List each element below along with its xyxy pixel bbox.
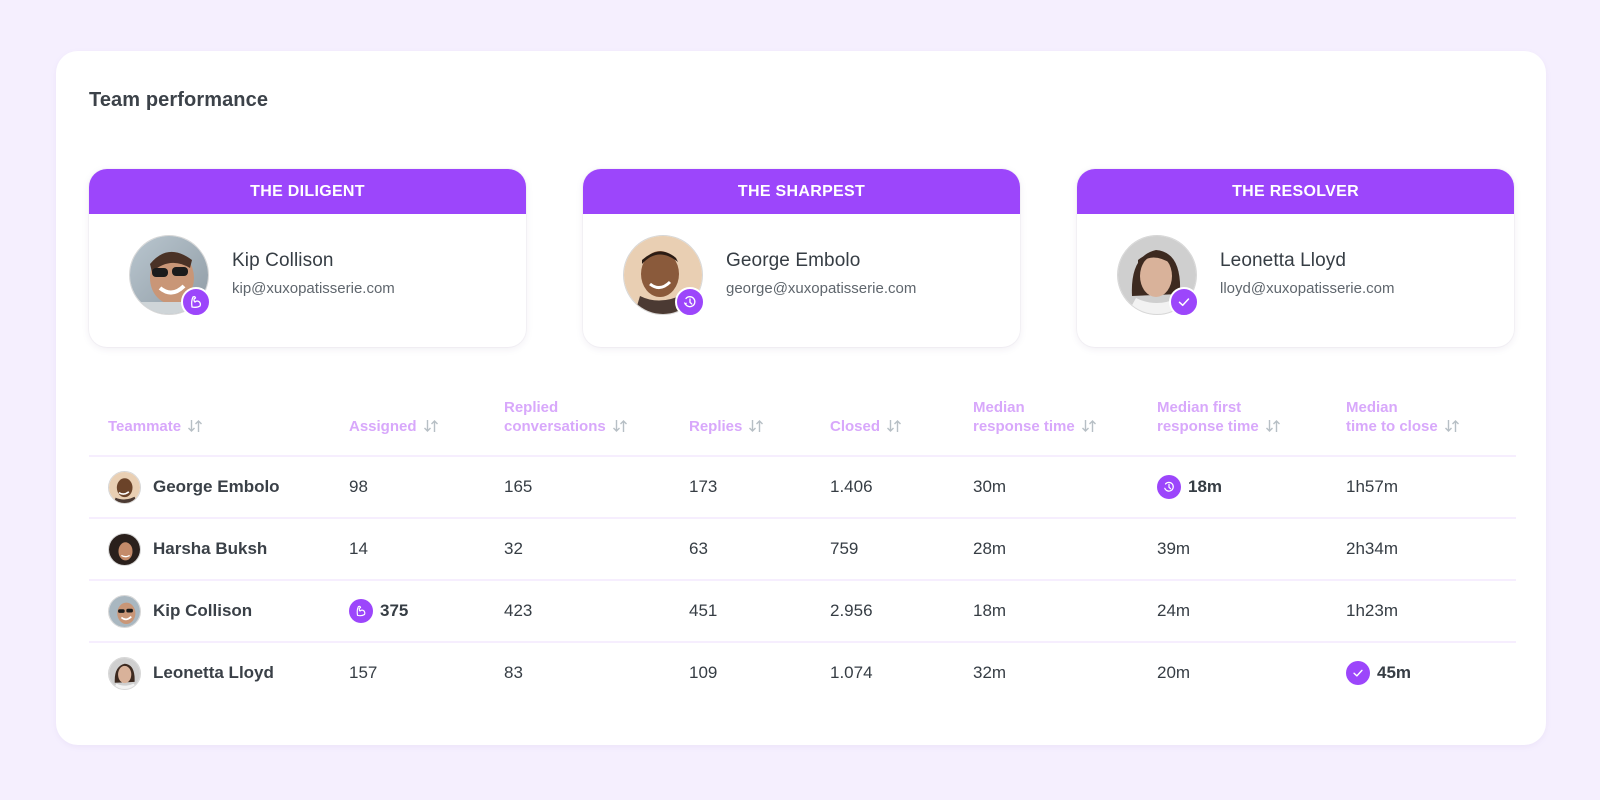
award-winner-email: kip@xuxopatisserie.com — [232, 280, 395, 297]
team-performance-panel: Team performance THE DILIGENT — [56, 51, 1546, 745]
median-time-to-close-cell: 45m — [1346, 643, 1411, 703]
table-header: Teammate Assigned Replied conversations … — [89, 391, 1516, 457]
sort-arrows-icon[interactable] — [612, 419, 628, 438]
sort-arrows-icon[interactable] — [1444, 419, 1460, 438]
median-time-to-close-cell: 2h34m — [1346, 539, 1398, 558]
page-title: Team performance — [89, 89, 269, 111]
median-time-to-close-cell: 1h23m — [1346, 601, 1398, 620]
median-first-response-time-cell: 24m — [1157, 601, 1191, 620]
table-row[interactable]: George Embolo 98 165 173 1.406 30m 18m 1… — [89, 457, 1516, 519]
check-icon — [1169, 287, 1199, 317]
median-response-time-cell: 18m — [973, 601, 1007, 620]
replies-cell: 173 — [689, 477, 718, 496]
assigned-cell: 375 — [349, 581, 408, 641]
avatar — [108, 594, 141, 628]
median-first-response-time-cell: 39m — [1157, 539, 1191, 558]
closed-cell: 1.074 — [830, 663, 873, 682]
awards-section: THE DILIGENT — [89, 169, 1516, 347]
award-winner-name: Leonetta Lloyd — [1220, 250, 1347, 271]
column-header-replied-conversations[interactable]: Replied conversations — [504, 398, 628, 438]
column-header-replies[interactable]: Replies — [689, 417, 764, 438]
column-header-closed[interactable]: Closed — [830, 417, 902, 438]
median-first-response-time-cell: 20m — [1157, 663, 1191, 682]
replied-conversations-cell: 83 — [504, 663, 523, 682]
table-row[interactable]: Leonetta Lloyd 157 83 109 1.074 32m 20m … — [89, 643, 1516, 705]
award-winner-email: lloyd@xuxopatisserie.com — [1220, 280, 1395, 297]
median-response-time-cell: 30m — [973, 477, 1007, 496]
clock-history-icon — [1157, 475, 1181, 499]
teammate-cell: Harsha Buksh — [108, 519, 267, 579]
assigned-cell: 14 — [349, 539, 368, 558]
avatar — [108, 532, 141, 566]
table-row[interactable]: Kip Collison 375 423 451 2.956 18m 24m 1… — [89, 581, 1516, 643]
median-response-time-cell: 32m — [973, 663, 1007, 682]
column-header-median-first-response-time[interactable]: Median first response time — [1157, 398, 1281, 438]
sort-arrows-icon[interactable] — [886, 419, 902, 438]
award-card-sharpest[interactable]: THE SHARPEST George Embolo george@xuxopa… — [583, 169, 1020, 347]
sort-arrows-icon[interactable] — [1265, 419, 1281, 438]
assigned-cell: 98 — [349, 477, 368, 496]
column-header-median-time-to-close[interactable]: Median time to close — [1346, 398, 1460, 438]
award-title: THE RESOLVER — [1077, 169, 1514, 214]
clock-history-icon — [675, 287, 705, 317]
column-header-median-response-time[interactable]: Median response time — [973, 398, 1097, 438]
replied-conversations-cell: 165 — [504, 477, 533, 496]
replies-cell: 451 — [689, 601, 718, 620]
assigned-cell: 157 — [349, 663, 378, 682]
median-response-time-cell: 28m — [973, 539, 1007, 558]
column-header-assigned[interactable]: Assigned — [349, 417, 439, 438]
teammate-cell: George Embolo — [108, 457, 280, 517]
closed-cell: 2.956 — [830, 601, 873, 620]
closed-cell: 759 — [830, 539, 859, 558]
sort-arrows-icon[interactable] — [1081, 419, 1097, 438]
column-header-teammate[interactable]: Teammate — [108, 417, 203, 438]
team-performance-table: Teammate Assigned Replied conversations … — [89, 391, 1516, 705]
award-winner-name: George Embolo — [726, 250, 861, 271]
award-winner-name: Kip Collison — [232, 250, 334, 271]
award-title: THE SHARPEST — [583, 169, 1020, 214]
flexed-bicep-icon — [181, 287, 211, 317]
flexed-bicep-icon — [349, 599, 373, 623]
median-first-response-time-cell: 18m — [1157, 457, 1222, 517]
award-title: THE DILIGENT — [89, 169, 526, 214]
award-winner-email: george@xuxopatisserie.com — [726, 280, 917, 297]
replies-cell: 109 — [689, 663, 718, 682]
check-icon — [1346, 661, 1370, 685]
teammate-cell: Kip Collison — [108, 581, 252, 641]
closed-cell: 1.406 — [830, 477, 873, 496]
median-time-to-close-cell: 1h57m — [1346, 477, 1398, 496]
sort-arrows-icon[interactable] — [748, 419, 764, 438]
sort-arrows-icon[interactable] — [423, 419, 439, 438]
replied-conversations-cell: 423 — [504, 601, 533, 620]
replies-cell: 63 — [689, 539, 708, 558]
avatar — [108, 656, 141, 690]
avatar — [108, 470, 141, 504]
award-card-diligent[interactable]: THE DILIGENT — [89, 169, 526, 347]
award-card-resolver[interactable]: THE RESOLVER Leonetta Lloyd lloyd@xuxopa… — [1077, 169, 1514, 347]
table-row[interactable]: Harsha Buksh 14 32 63 759 28m 39m 2h34m — [89, 519, 1516, 581]
replied-conversations-cell: 32 — [504, 539, 523, 558]
teammate-cell: Leonetta Lloyd — [108, 643, 274, 703]
sort-arrows-icon[interactable] — [187, 419, 203, 438]
